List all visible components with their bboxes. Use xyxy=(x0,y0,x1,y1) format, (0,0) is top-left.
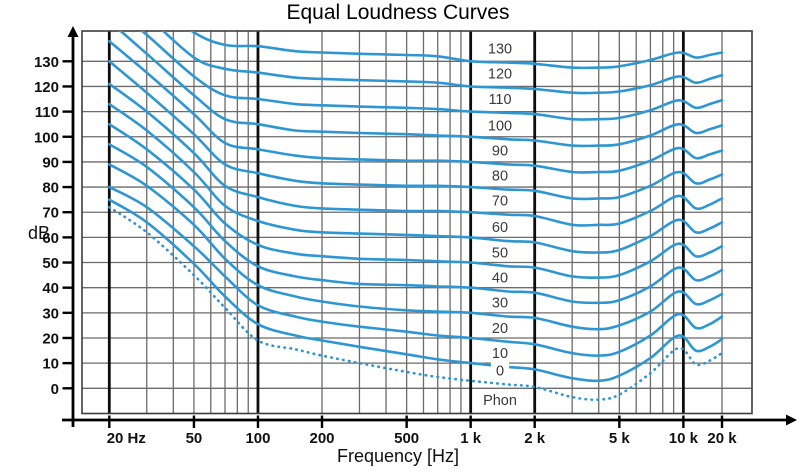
y-tick-label-50db: 50 xyxy=(42,255,59,272)
curve-120-phon xyxy=(161,31,724,95)
curve-80-phon xyxy=(108,60,724,201)
curve-label-60-phon-bg xyxy=(486,219,514,236)
y-tick-label-70db: 70 xyxy=(42,205,59,222)
curve-label-130-phon: 130 xyxy=(488,42,512,58)
curve-label-70-phon: 70 xyxy=(492,194,508,210)
y-tick-label-30db: 30 xyxy=(42,305,59,322)
curve-label-0-phon-bg xyxy=(490,362,510,379)
curve-0-phon xyxy=(108,205,724,401)
axes-layer xyxy=(62,26,797,428)
y-axis-unit-label: dB xyxy=(28,223,50,243)
curve-label-20-phon: 20 xyxy=(492,321,508,337)
curve-label-80-phon-bg xyxy=(486,167,514,184)
x-tick-label-5000hz: 5 k xyxy=(609,430,631,447)
x-tick-label-50hz: 50 xyxy=(186,430,203,447)
x-tick-label-200hz: 200 xyxy=(309,430,334,447)
curve-label-50-phon-bg xyxy=(486,244,514,261)
curve-10-phon xyxy=(108,198,724,383)
curve-label-110-phon: 110 xyxy=(488,92,511,108)
curve-60-phon xyxy=(108,102,724,254)
x-tick-label-1000hz: 1 k xyxy=(460,430,482,447)
x-tick-label-20hz: 20 Hz xyxy=(107,430,146,447)
curve-label-20-phon-bg xyxy=(486,319,514,336)
curve-label-120-phon: 120 xyxy=(488,67,512,83)
curve-30-phon xyxy=(108,163,724,331)
x-tick-label-20000hz: 20 k xyxy=(707,430,737,447)
y-tick-label-120db: 120 xyxy=(34,79,59,96)
curve-label-40-phon: 40 xyxy=(492,270,508,286)
curve-label-30-phon: 30 xyxy=(492,296,508,312)
y-tick-label-0db: 0 xyxy=(51,381,59,398)
phon-unit-label-bg xyxy=(478,392,522,408)
x-axis-arrowhead xyxy=(786,414,797,426)
curve-40-phon xyxy=(108,143,724,305)
curve-70-phon xyxy=(108,82,724,227)
curve-130-phon xyxy=(189,31,724,70)
curve-label-30-phon-bg xyxy=(486,294,514,311)
curve-label-90-phon: 90 xyxy=(492,143,508,159)
phon-unit-label: Phon xyxy=(483,393,517,409)
x-tick-label-10000hz: 10 k xyxy=(669,430,699,447)
curve-label-130-phon-bg xyxy=(482,40,518,57)
y-tick-label-80db: 80 xyxy=(42,180,59,197)
curve-label-10-phon-bg xyxy=(486,344,514,361)
x-tick-label-500hz: 500 xyxy=(394,430,419,447)
curve-label-40-phon-bg xyxy=(486,269,514,286)
curve-label-120-phon-bg xyxy=(482,65,518,82)
y-tick-label-90db: 90 xyxy=(42,154,59,171)
y-tick-label-100db: 100 xyxy=(34,129,59,146)
y-tick-label-10db: 10 xyxy=(42,356,59,373)
curve-label-60-phon: 60 xyxy=(492,220,508,236)
y-tick-label-40db: 40 xyxy=(42,280,59,297)
curve-50-phon xyxy=(108,122,724,280)
curve-label-0-phon: 0 xyxy=(496,364,504,380)
x-tick-label-2000hz: 2 k xyxy=(524,430,546,447)
curve-20-phon xyxy=(108,185,724,357)
curve-label-10-phon: 10 xyxy=(492,346,508,362)
curve-label-90-phon-bg xyxy=(486,142,514,159)
curve-90-phon xyxy=(108,39,724,174)
chart-title: Equal Loudness Curves xyxy=(287,1,510,24)
y-axis-arrowhead xyxy=(67,26,79,37)
y-tick-label-20db: 20 xyxy=(42,330,59,347)
curves-layer xyxy=(108,31,724,401)
y-tick-label-110db: 110 xyxy=(35,104,59,121)
curve-110-phon xyxy=(140,31,724,121)
curve-label-70-phon-bg xyxy=(486,192,514,209)
y-tick-label-60db: 60 xyxy=(42,230,59,247)
curve-label-80-phon: 80 xyxy=(492,169,508,185)
curve-100-phon xyxy=(118,31,724,148)
plot-border xyxy=(81,30,753,415)
curve-label-100-phon: 100 xyxy=(488,118,512,134)
y-tick-label-130db: 130 xyxy=(34,54,59,71)
x-axis-title: Frequency [Hz] xyxy=(337,446,459,466)
curve-label-50-phon: 50 xyxy=(492,245,508,261)
x-tick-label-100hz: 100 xyxy=(245,430,270,447)
curve-label-110-phon-bg xyxy=(482,90,518,107)
curve-label-100-phon-bg xyxy=(482,117,518,134)
